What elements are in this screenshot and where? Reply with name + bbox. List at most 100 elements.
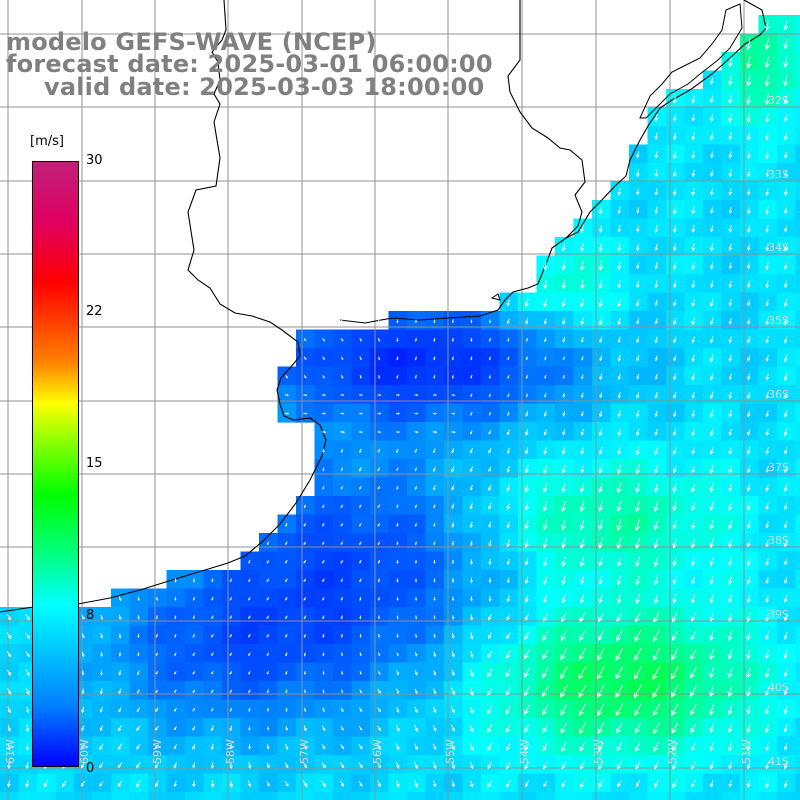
wind-arrow xyxy=(634,500,641,513)
wind-arrow xyxy=(303,725,307,732)
wind-cell xyxy=(703,126,723,146)
latitude-label: 38S xyxy=(768,534,789,547)
wind-arrow xyxy=(341,689,344,694)
wind-cell xyxy=(111,662,131,682)
wind-arrow xyxy=(543,429,547,436)
wind-arrow xyxy=(710,336,714,344)
wind-arrow xyxy=(303,338,307,342)
wind-arrow xyxy=(25,687,30,696)
wind-arrow xyxy=(615,666,624,680)
wind-arrow xyxy=(285,707,288,713)
wind-arrow xyxy=(727,575,733,586)
wind-arrow xyxy=(635,761,641,770)
wind-arrow xyxy=(322,633,325,638)
wind-cell xyxy=(684,218,704,238)
wind-arrow xyxy=(616,537,622,550)
wind-arrow xyxy=(432,394,437,397)
wind-arrow xyxy=(487,779,493,788)
wind-arrow xyxy=(616,500,622,513)
wind-arrow xyxy=(579,500,585,513)
wind-arrow xyxy=(210,725,214,732)
wind-arrow xyxy=(747,299,751,307)
wind-arrow xyxy=(525,393,528,398)
wind-arrow xyxy=(653,500,659,513)
wind-cell xyxy=(92,792,112,800)
wind-cell xyxy=(425,607,445,627)
wind-arrow xyxy=(690,612,696,622)
wind-arrow xyxy=(765,206,770,215)
wind-arrow xyxy=(617,780,622,788)
wind-arrow xyxy=(746,742,751,752)
wind-arrow xyxy=(174,633,177,638)
wind-cell xyxy=(407,311,427,331)
wind-cell xyxy=(629,792,649,800)
wind-arrow xyxy=(709,409,714,419)
wind-arrow xyxy=(617,410,622,418)
wind-cell xyxy=(740,107,760,127)
latitude-label: 35S xyxy=(768,314,789,327)
wind-cell xyxy=(259,718,279,738)
wind-arrow xyxy=(322,560,325,564)
wind-arrow xyxy=(672,150,677,160)
wind-cell xyxy=(629,218,649,238)
wind-cell xyxy=(388,607,408,627)
wind-arrow xyxy=(691,354,696,363)
wind-arrow xyxy=(765,428,770,437)
wind-arrow xyxy=(728,207,732,214)
wind-arrow xyxy=(544,393,547,398)
wind-arrow xyxy=(690,666,697,679)
wind-arrow xyxy=(561,519,567,531)
wind-arrow xyxy=(691,410,696,418)
wind-cell xyxy=(407,551,427,571)
wind-arrow xyxy=(710,780,714,788)
wind-arrow xyxy=(99,706,103,713)
wind-cell xyxy=(462,718,482,738)
wind-cell xyxy=(351,366,371,386)
wind-arrow xyxy=(414,670,418,676)
wind-cell xyxy=(592,255,612,275)
wind-arrow xyxy=(378,633,381,638)
wind-cell xyxy=(629,163,649,183)
wind-cell xyxy=(277,736,297,756)
wind-arrow xyxy=(636,318,640,325)
wind-arrow xyxy=(524,723,530,733)
wind-arrow xyxy=(322,467,325,472)
wind-arrow xyxy=(598,206,603,215)
wind-arrow xyxy=(451,687,456,696)
wind-cell xyxy=(518,792,538,800)
wind-arrow xyxy=(543,298,548,308)
wind-arrow xyxy=(710,206,714,214)
wind-arrow xyxy=(266,707,269,712)
wind-cell xyxy=(333,662,353,682)
wind-cell xyxy=(721,792,741,800)
wind-arrow xyxy=(396,448,399,454)
wind-arrow xyxy=(598,500,604,512)
wind-arrow xyxy=(505,723,512,733)
wind-arrow xyxy=(414,356,417,361)
wind-arrow xyxy=(359,578,362,583)
wind-cell xyxy=(703,274,723,294)
wind-cell xyxy=(0,755,20,775)
wind-arrow xyxy=(303,652,306,657)
wind-arrow xyxy=(746,704,751,715)
wind-arrow xyxy=(783,705,788,715)
wind-arrow xyxy=(118,688,122,695)
wind-arrow xyxy=(783,317,788,326)
wind-arrow xyxy=(358,394,363,397)
wind-arrow xyxy=(303,578,307,582)
wind-arrow xyxy=(764,37,770,51)
wind-cell xyxy=(684,181,704,201)
wind-cell xyxy=(684,144,704,164)
wind-arrow xyxy=(321,744,326,750)
wind-arrow xyxy=(339,762,345,769)
wind-arrow xyxy=(248,652,251,657)
longitude-label: 55W xyxy=(444,739,457,764)
wind-cell xyxy=(666,107,686,127)
wind-arrow xyxy=(414,541,417,546)
wind-cell xyxy=(407,681,427,701)
wind-arrow xyxy=(433,559,436,564)
wind-arrow xyxy=(340,448,343,454)
wind-arrow xyxy=(746,280,751,289)
wind-arrow xyxy=(414,743,418,751)
